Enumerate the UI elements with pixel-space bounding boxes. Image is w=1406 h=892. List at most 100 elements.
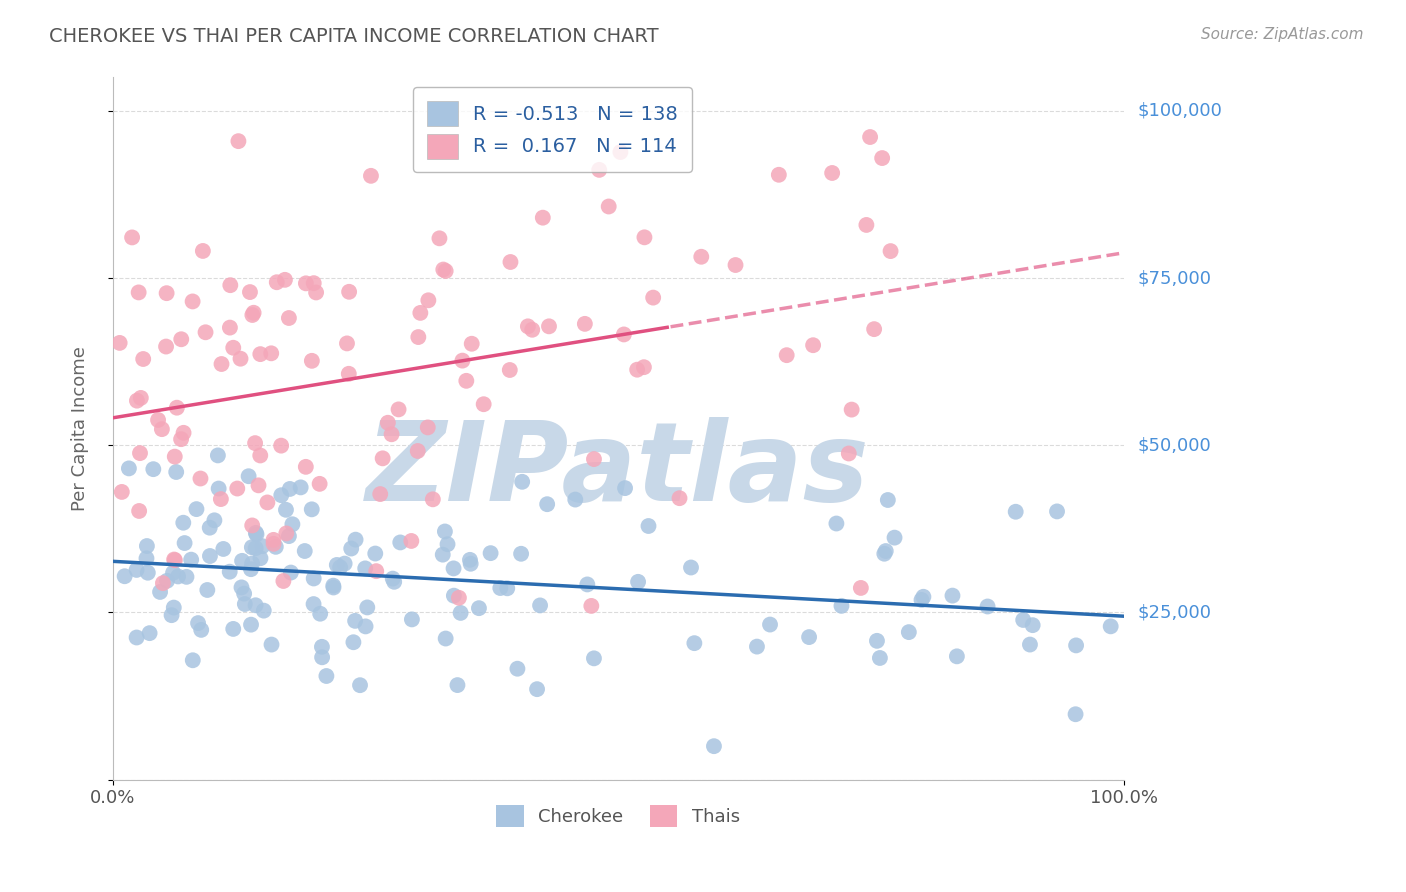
Point	[1046, 504, 1069, 518]
Point	[668, 491, 690, 506]
Point	[208, 482, 231, 496]
Point	[150, 422, 173, 436]
Point	[941, 589, 963, 603]
Point	[294, 544, 316, 558]
Point	[136, 566, 159, 580]
Point	[240, 617, 263, 632]
Point	[633, 230, 655, 244]
Point	[433, 524, 456, 539]
Point	[613, 327, 636, 342]
Point	[329, 560, 352, 574]
Point	[451, 353, 474, 368]
Point	[458, 553, 481, 567]
Point	[108, 335, 131, 350]
Point	[1012, 613, 1035, 627]
Point	[416, 420, 439, 434]
Point	[526, 682, 548, 697]
Point	[703, 739, 725, 754]
Point	[859, 130, 882, 145]
Point	[277, 529, 299, 543]
Point	[191, 244, 214, 258]
Point	[149, 585, 172, 599]
Point	[443, 589, 465, 603]
Point	[211, 357, 233, 371]
Point	[270, 439, 292, 453]
Text: CHEROKEE VS THAI PER CAPITA INCOME CORRELATION CHART: CHEROKEE VS THAI PER CAPITA INCOME CORRE…	[49, 27, 659, 45]
Point	[536, 497, 558, 511]
Point	[522, 323, 544, 337]
Point	[897, 625, 920, 640]
Point	[855, 218, 877, 232]
Point	[125, 393, 148, 408]
Point	[801, 338, 824, 352]
Point	[260, 638, 283, 652]
Point	[387, 402, 409, 417]
Point	[290, 480, 312, 494]
Point	[263, 537, 285, 551]
Point	[245, 525, 267, 540]
Point	[252, 539, 274, 553]
Point	[135, 539, 157, 553]
Point	[240, 518, 263, 533]
Point	[443, 561, 465, 575]
Point	[247, 478, 270, 492]
Point	[249, 449, 271, 463]
Point	[280, 566, 302, 580]
Point	[627, 574, 650, 589]
Point	[368, 487, 391, 501]
Point	[118, 461, 141, 475]
Point	[614, 481, 637, 495]
Point	[1064, 707, 1087, 722]
Text: ZIPatlas: ZIPatlas	[367, 417, 870, 524]
Point	[976, 599, 998, 614]
Point	[1064, 639, 1087, 653]
Point	[354, 619, 377, 633]
Point	[344, 533, 367, 547]
Point	[461, 336, 484, 351]
Point	[176, 570, 198, 584]
Text: $100,000: $100,000	[1137, 102, 1222, 120]
Point	[609, 145, 631, 159]
Point	[745, 640, 768, 654]
Point	[401, 612, 423, 626]
Point	[377, 416, 399, 430]
Point	[759, 617, 782, 632]
Point	[342, 635, 364, 649]
Point	[838, 446, 860, 460]
Point	[173, 536, 195, 550]
Point	[389, 535, 412, 549]
Point	[212, 541, 235, 556]
Point	[263, 533, 285, 547]
Point	[364, 547, 387, 561]
Text: Source: ZipAtlas.com: Source: ZipAtlas.com	[1201, 27, 1364, 42]
Point	[340, 541, 363, 556]
Point	[301, 354, 323, 368]
Text: $25,000: $25,000	[1137, 603, 1212, 622]
Point	[683, 636, 706, 650]
Point	[256, 495, 278, 509]
Point	[576, 577, 599, 591]
Point	[432, 548, 454, 562]
Point	[270, 488, 292, 502]
Point	[295, 459, 318, 474]
Point	[883, 531, 905, 545]
Point	[344, 614, 367, 628]
Point	[418, 293, 440, 308]
Point	[371, 451, 394, 466]
Point	[142, 462, 165, 476]
Point	[1004, 505, 1026, 519]
Point	[219, 320, 242, 334]
Point	[598, 199, 620, 213]
Point	[311, 640, 333, 654]
Point	[311, 650, 333, 665]
Point	[821, 166, 844, 180]
Point	[156, 574, 179, 588]
Point	[879, 244, 901, 259]
Point	[422, 492, 444, 507]
Point	[156, 286, 179, 301]
Point	[446, 678, 468, 692]
Point	[337, 285, 360, 299]
Point	[152, 576, 174, 591]
Text: $75,000: $75,000	[1137, 269, 1212, 287]
Point	[163, 450, 186, 464]
